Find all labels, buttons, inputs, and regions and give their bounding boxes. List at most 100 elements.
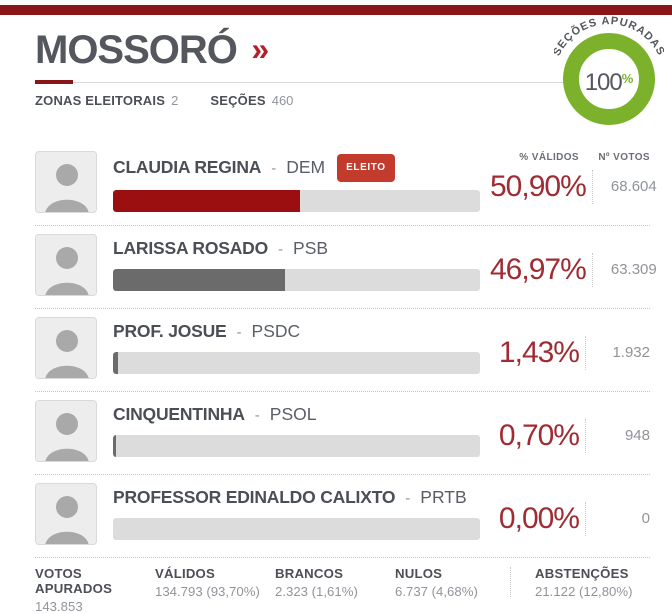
- stats-divider: [591, 169, 593, 204]
- secoes-label: SEÇÕES: [210, 93, 266, 108]
- top-accent-bar: [0, 5, 672, 15]
- footer-item: BRANCOS 2.323 (1,61%): [275, 566, 395, 614]
- percent-value: 50,90%: [490, 169, 587, 203]
- stats-divider: [585, 418, 586, 453]
- candidate-party: PSB: [293, 237, 329, 258]
- vote-bar: [113, 268, 480, 291]
- footer-item-label: VOTOS APURADOS: [35, 565, 113, 596]
- footer-item-value: 2.323 (1,61%): [275, 583, 358, 599]
- person-silhouette-icon: [36, 151, 96, 212]
- footer-item: NULOS 6.737 (4,68%): [395, 566, 507, 614]
- footer-item-value: 134.793 (93,70%): [155, 583, 260, 599]
- name-party-separator: -: [405, 489, 411, 507]
- stats-divider: [585, 335, 586, 370]
- stats-headers: % VÁLIDOS Nº VOTOS: [490, 152, 650, 164]
- candidate-stats: % VÁLIDOS Nº VOTOS 46,97% 63.309: [490, 234, 657, 296]
- candidate-party: DEM: [286, 156, 326, 177]
- footer-item-label: BRANCOS: [275, 565, 344, 581]
- election-meta: ZONAS ELEITORAIS 2 SEÇÕES 460: [35, 93, 650, 109]
- person-silhouette-icon: [36, 483, 96, 544]
- footer-item-label: VÁLIDOS: [155, 565, 216, 581]
- candidate-photo: [35, 399, 97, 462]
- votes-header: Nº VOTOS: [598, 152, 650, 164]
- percent-value: 0,00%: [498, 501, 580, 535]
- candidate-party: PRTB: [420, 486, 467, 507]
- footer-item-value: 143.853: [35, 598, 83, 614]
- candidate-main: PROFESSOR EDINALDO CALIXTO - PRTB: [113, 483, 480, 545]
- candidate-main: CLAUDIA REGINA - DEM ELEITO: [113, 151, 480, 213]
- votes-value: 63.309: [610, 261, 657, 279]
- candidate-stats: % VÁLIDOS Nº VOTOS 0,00% 0: [490, 483, 650, 545]
- donut-ring-icon: SEÇÕES APURADAS: [554, 15, 664, 125]
- stats-divider: [591, 252, 593, 287]
- divider-accent: [35, 80, 73, 84]
- footer-item: VOTOS APURADOS 143.853: [35, 566, 155, 614]
- name-party-separator: -: [271, 159, 277, 177]
- votes-value: 1.932: [612, 344, 650, 362]
- candidate-name: LARISSA ROSADO: [113, 237, 269, 258]
- vote-bar: [113, 351, 480, 374]
- percent-value: 0,70%: [498, 418, 580, 452]
- stats-values: 0,70% 948: [490, 418, 650, 453]
- vote-bar-fill: [113, 434, 116, 457]
- vote-bar: [113, 517, 480, 540]
- footer-item-label: ABSTENÇÕES: [535, 565, 629, 581]
- candidate-list: CLAUDIA REGINA - DEM ELEITO % VÁLIDOS Nº VO…: [35, 143, 657, 558]
- candidate-party: PSOL: [269, 403, 317, 424]
- candidate-name-line: PROF. JOSUE - PSDC: [113, 320, 480, 344]
- candidate-photo: [35, 233, 97, 296]
- footer-item: VÁLIDOS 134.793 (93,70%): [155, 566, 275, 614]
- donut-percent-number: 100: [584, 69, 623, 96]
- candidate-main: PROF. JOSUE - PSDC: [113, 317, 480, 379]
- name-party-separator: -: [254, 406, 260, 424]
- footer-item-label: NULOS: [395, 565, 443, 581]
- candidate-main: CINQUENTINHA - PSOL: [113, 400, 480, 462]
- candidate-name: CINQUENTINHA: [113, 403, 245, 424]
- candidate-stats: % VÁLIDOS Nº VOTOS 50,90% 68.604: [490, 151, 657, 213]
- elected-badge: ELEITO: [337, 153, 395, 182]
- stats-values: 0,00% 0: [490, 501, 650, 536]
- person-silhouette-icon: [36, 234, 96, 295]
- candidate-main: LARISSA ROSADO - PSB: [113, 234, 480, 296]
- candidate-name: PROF. JOSUE: [113, 320, 227, 341]
- vote-bar: [113, 189, 480, 212]
- secoes: SEÇÕES 460: [210, 93, 293, 109]
- candidate-photo: [35, 482, 97, 545]
- vote-bar: [113, 434, 480, 457]
- secoes-value: 460: [271, 93, 294, 108]
- candidate-photo: [35, 316, 97, 379]
- candidate-name-line: CINQUENTINHA - PSOL: [113, 403, 480, 427]
- zonas-label: ZONAS ELEITORAIS: [35, 93, 166, 108]
- candidate-stats: % VÁLIDOS Nº VOTOS 1,43% 1.932: [490, 317, 650, 379]
- candidate-photo: [35, 150, 97, 213]
- votes-value: 68.604: [610, 178, 657, 196]
- stats-values: 1,43% 1.932: [490, 335, 650, 370]
- candidate-name: CLAUDIA REGINA: [113, 156, 262, 177]
- footer-divider: [510, 566, 511, 597]
- footer-item-value: 6.737 (4,68%): [395, 583, 478, 599]
- candidate-row: LARISSA ROSADO-PSB % VÁLIDOS Nº VOTOS 46…: [35, 226, 657, 309]
- chevron-right-icon[interactable]: »: [251, 31, 270, 67]
- candidate-name-line: CLAUDIA REGINA - DEM ELEITO: [113, 153, 480, 182]
- zonas-eleitorais: ZONAS ELEITORAIS 2: [35, 93, 178, 109]
- candidate-name-line: LARISSA ROSADO - PSB: [113, 237, 480, 261]
- candidate-row: CLAUDIA REGINA - DEM ELEITO % VÁLIDOS Nº VO…: [35, 143, 657, 226]
- candidate-name: PROFESSOR EDINALDO CALIXTO: [113, 486, 396, 507]
- percent-valid-header: % VÁLIDOS: [519, 152, 579, 164]
- name-party-separator: -: [236, 323, 242, 341]
- candidate-row: PROF. JOSUE-PSDC % VÁLIDOS Nº VOTOS 1,43…: [35, 309, 650, 392]
- city-title: MOSSORÓ: [35, 28, 238, 72]
- candidate-row: CINQUENTINHA-PSOL % VÁLIDOS Nº VOTOS 0,7…: [35, 392, 650, 475]
- totals-footer: VOTOS APURADOS 143.853 VÁLIDOS 134.793 (…: [35, 558, 650, 614]
- vote-bar-fill: [113, 189, 300, 212]
- city-title-row[interactable]: MOSSORÓ »: [35, 30, 650, 70]
- candidate-party: PSDC: [251, 320, 301, 341]
- divider-line: [35, 82, 565, 83]
- person-silhouette-icon: [36, 317, 96, 378]
- name-party-separator: -: [278, 240, 284, 258]
- vote-bar-fill: [113, 268, 286, 291]
- donut-percent-sign: %: [621, 71, 634, 86]
- percent-value: 1,43%: [498, 335, 580, 369]
